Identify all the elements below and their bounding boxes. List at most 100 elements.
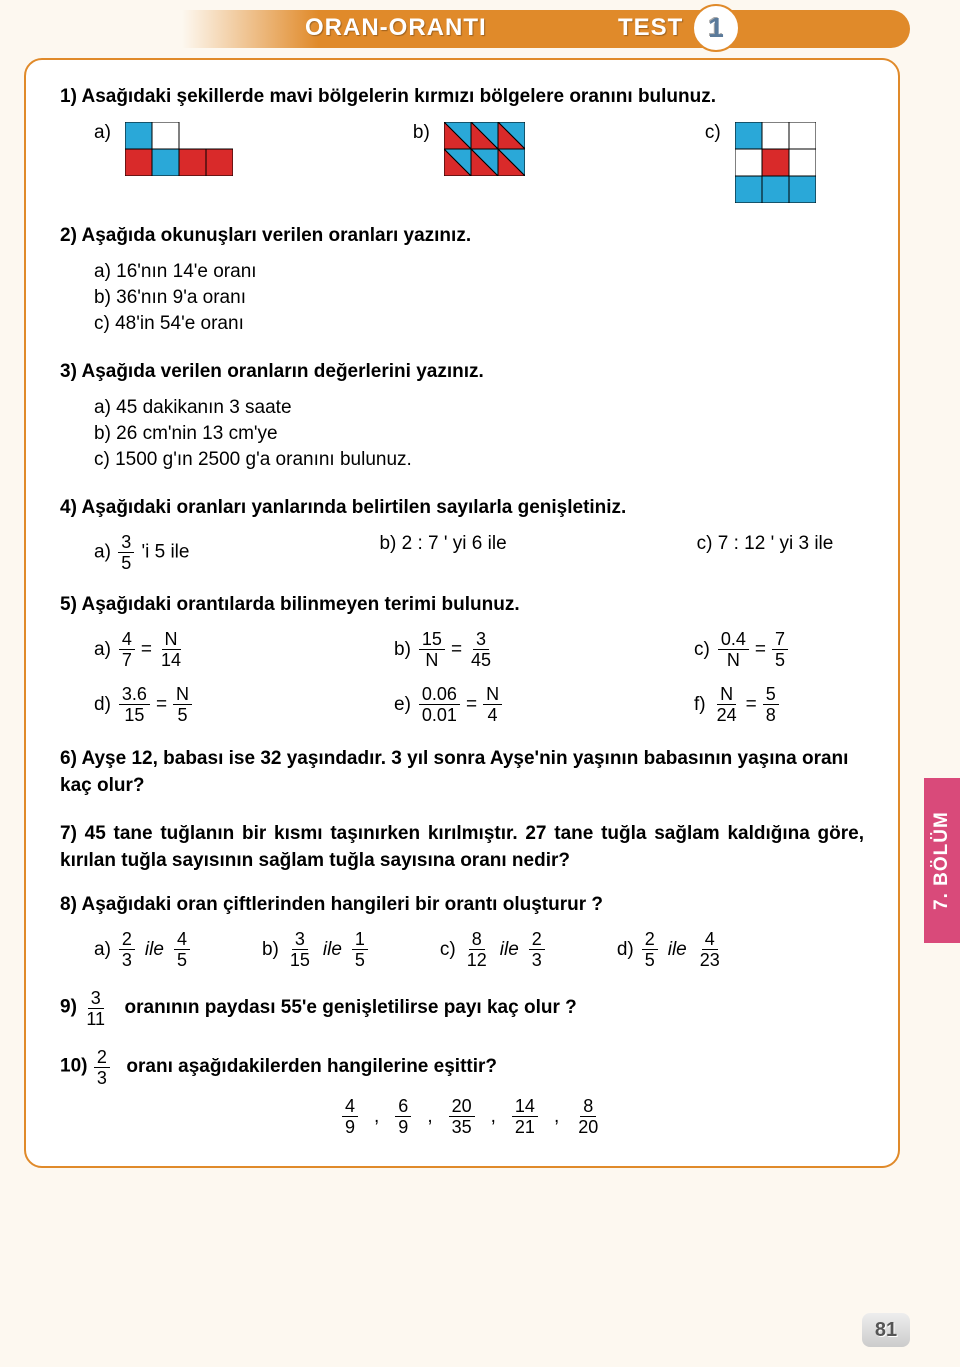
frac-n: N [483,685,502,705]
question-8: 8) Aşağıdaki oran çiftlerinden hangileri… [60,894,864,969]
q3-title: 3) Aşağıda verilen oranların değerlerini… [60,361,864,383]
frac-d: 11 [83,1009,108,1028]
q1-shape-c [735,122,816,203]
fraction: N14 [158,630,184,669]
frac-n: N [717,685,736,705]
question-3: 3) Aşağıda verilen oranların değerlerini… [60,361,864,471]
q8-item: d)25ile423 [617,930,725,969]
comma: , [554,1106,559,1128]
frac-d: 14 [158,650,184,669]
frac-n: 4 [119,630,135,650]
q10-fraction-list: 49,69,2035,1421,820 [340,1097,864,1136]
q5-item: c)0.4N=75 [694,630,844,669]
q4-row: a) 3 5 'i 5 ile b) 2 : 7 ' yi 6 ile c) 7… [94,533,864,572]
fraction: 423 [697,930,723,969]
item-label: c) [440,939,456,961]
comma: , [374,1106,379,1128]
fraction: 47 [119,630,135,669]
fraction: N24 [714,685,740,724]
q9-post: oranının paydası 55'e genişletilirse pay… [125,997,577,1018]
equals-sign: = [746,694,757,716]
q9-frac: 3 11 [83,989,108,1028]
frac-d: 8 [763,705,779,724]
q5-row2: d)3.615=N5e)0.060.01=N4f)N24=58 [94,685,864,724]
q3-c: c) 1500 g'ın 2500 g'a oranını bulunuz. [94,449,864,471]
q5-title: 5) Aşağıdaki orantılarda bilinmeyen teri… [60,594,864,616]
q3-b: b) 26 cm'nin 13 cm'ye [94,423,864,445]
q8-item: a)23ile45 [94,930,192,969]
fraction: N4 [483,685,502,724]
question-10: 10) 2 3 oranı aşağıdakilerden hangilerin… [60,1048,864,1136]
frac-d: 5 [642,950,658,969]
fraction: 3.615 [119,685,150,724]
question-7: 7) 45 tane tuğlanın bir kısmı taşınırken… [60,821,864,874]
question-2: 2) Aşağıda okunuşları verilen oranları y… [60,225,864,335]
frac-n: 3.6 [119,685,150,705]
frac-d: 35 [449,1117,475,1136]
q2-title: 2) Aşağıda okunuşları verilen oranları y… [60,225,864,247]
content-box: 1) Asağıdaki şekillerde mavi bölgelerin … [24,58,900,1168]
q5-item: e) 0.060.01 = N4 [394,685,544,724]
frac-d: 21 [512,1117,538,1136]
frac-n: 5 [763,685,779,705]
q1-b: b) [413,122,525,176]
equals-sign: = [156,694,167,716]
q4-title: 4) Aşağıdaki oranları yanlarında belirti… [60,497,864,519]
equals-sign: = [451,639,462,661]
question-9: 9) 3 11 oranının paydası 55'e genişletil… [60,989,864,1028]
item-label: b) [262,939,279,961]
q1-title: 1) Asağıdaki şekillerde mavi bölgelerin … [60,86,864,108]
q2-a: a) 16'nın 14'e oranı [94,261,864,283]
frac-n: 14 [512,1097,538,1117]
frac-d: 5 [118,553,134,572]
fraction: 23 [119,930,135,969]
fraction: N5 [173,685,192,724]
fraction: 58 [763,685,779,724]
frac-d: 24 [714,705,740,724]
q4-c: c) 7 : 12 ' yi 3 ile [697,533,834,572]
ile-word: ile [500,939,519,961]
chapter-side-tab: 7. BÖLÜM [924,778,960,943]
q1-a: a) [94,122,233,176]
equals-sign: = [466,694,477,716]
item-label: e) [394,694,411,716]
ile-word: ile [323,939,342,961]
frac-n: 15 [419,630,445,650]
frac-d: 5 [352,950,368,969]
q1-b-label: b) [413,122,430,144]
q4-a-post: 'i 5 ile [141,542,189,563]
frac-d: 3 [119,950,135,969]
fraction: 820 [575,1097,601,1136]
frac-d: 12 [464,950,490,969]
q8-item: b) 315 ile 15 [262,930,370,969]
frac-n: 4 [174,930,190,950]
q8-title: 8) Aşağıdaki oran çiftlerinden hangileri… [60,894,864,916]
frac-d: 9 [395,1117,411,1136]
fraction: 315 [287,930,313,969]
q5-item: f)N24=58 [694,685,844,724]
item-label: d) [94,694,111,716]
equals-sign: = [141,639,152,661]
q1-c: c) [705,122,816,203]
q4-b: b) 2 : 7 ' yi 6 ile [379,533,506,572]
fraction: 2035 [449,1097,475,1136]
fraction: 0.060.01 [419,685,460,724]
frac-d: 5 [175,705,191,724]
q1-shape-b [444,122,525,176]
q1-a-label: a) [94,122,111,144]
fraction: 15N [419,630,445,669]
question-1: 1) Asağıdaki şekillerde mavi bölgelerin … [60,86,864,203]
frac-n: 3 [88,989,104,1009]
frac-d: 9 [342,1117,358,1136]
fraction: 1421 [512,1097,538,1136]
fraction: 45 [174,930,190,969]
frac-d: 5 [772,650,788,669]
q6-text: 6) Ayşe 12, babası ise 32 yaşındadır. 3 … [60,746,864,799]
frac-n: N [162,630,181,650]
frac-n: 0.06 [419,685,460,705]
q2-c: c) 48'in 54'e oranı [94,313,864,335]
frac-n: 1 [352,930,368,950]
fraction: 49 [342,1097,358,1136]
test-number-badge: 1 [692,4,740,52]
header-title: ORAN-ORANTI [305,14,487,42]
